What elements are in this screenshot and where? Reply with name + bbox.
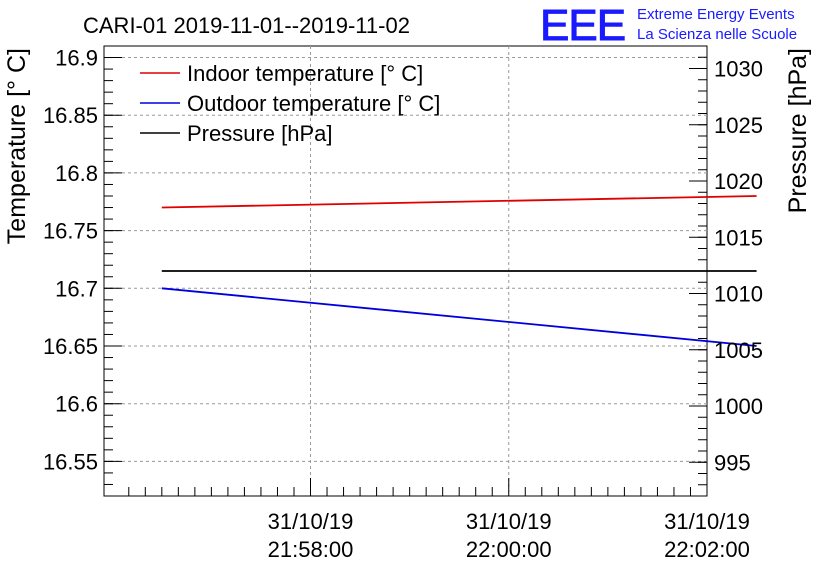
legend: Indoor temperature [° C] Outdoor tempera… (140, 61, 440, 146)
indoor-temperature-line (161, 195, 757, 209)
y-right-tick-label: 1000 (714, 394, 763, 419)
y-left-tick-label: 16.8 (55, 161, 98, 186)
y-left-tick-label: 16.7 (55, 276, 98, 301)
x-tick-label-time: 22:00:00 (466, 537, 552, 562)
outdoor-temperature-line (161, 287, 757, 347)
logo-line-2: La Scienza nelle Scuole (637, 26, 797, 43)
y-left-tick-label: 16.75 (43, 219, 98, 244)
series-lines (161, 195, 757, 347)
legend-label-pressure: Pressure [hPa] (187, 121, 333, 146)
x-tick-label-date: 31/10/19 (268, 509, 354, 534)
chart-title: CARI-01 2019-11-01--2019-11-02 (83, 13, 410, 38)
y-right-tick-label: 1025 (714, 113, 763, 138)
ticks (104, 56, 708, 496)
y-left-tick-label: 16.65 (43, 334, 98, 359)
y-left-tick-label: 16.9 (55, 46, 98, 71)
y-right-tick-label: 1015 (714, 225, 763, 250)
y-left-tick-label: 16.6 (55, 392, 98, 417)
x-tick-label-date: 31/10/19 (466, 509, 552, 534)
y-right-tick-label: 1030 (714, 57, 763, 82)
y-left-tick-label: 16.55 (43, 449, 98, 474)
y-axis-right-label: Pressure [hPa] (784, 48, 812, 213)
legend-label-indoor: Indoor temperature [° C] (187, 61, 423, 86)
y-left-tick-label: 16.85 (43, 103, 98, 128)
x-tick-label-time: 22:02:00 (664, 537, 750, 562)
y-right-tick-label: 1005 (714, 338, 763, 363)
logo-text: EEE (540, 1, 625, 50)
tick-labels: 16.55 16.6 16.65 16.7 16.75 16.8 16.85 16.9 995 1… (43, 46, 763, 562)
y-right-tick-label: 1020 (714, 169, 763, 194)
y-axis-left-label: Temperature [° C] (3, 48, 31, 244)
logo-line-1: Extreme Energy Events (637, 6, 795, 23)
eee-logo: EEE Extreme Energy Events La Scienza nel… (540, 1, 798, 51)
y-right-tick-label: 1010 (714, 282, 763, 307)
legend-label-outdoor: Outdoor temperature [° C] (187, 91, 440, 116)
x-tick-label-date: 31/10/19 (664, 509, 750, 534)
y-right-tick-label: 995 (714, 450, 751, 475)
x-tick-label-time: 21:58:00 (268, 537, 354, 562)
